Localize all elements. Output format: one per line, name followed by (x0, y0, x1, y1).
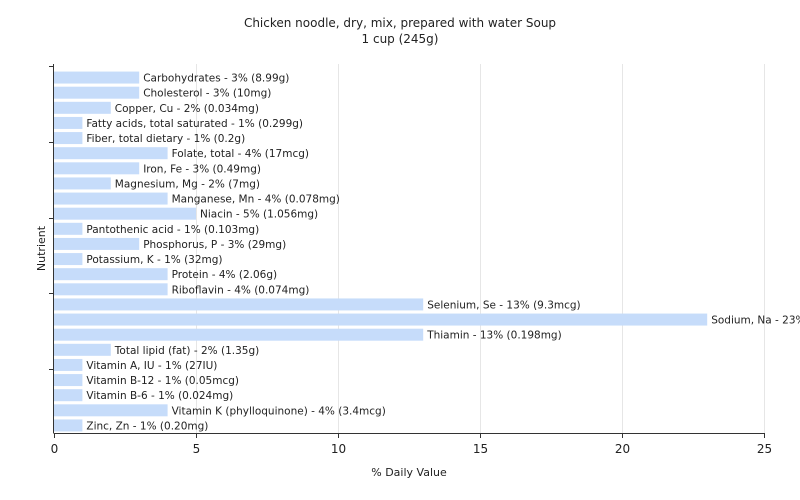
bars: Carbohydrates - 3% (8.99g) Cholesterol - … (54, 71, 800, 432)
bar-23 (54, 419, 83, 432)
bar-15 (54, 298, 424, 311)
bar-2 (54, 101, 111, 114)
chart-subtitle: 1 cup (245g) (361, 32, 439, 46)
bar-label-12: Potassium, K - 1% (32mg) (86, 254, 222, 266)
bar-label-4: Fiber, total dietary - 1% (0.2g) (86, 133, 245, 145)
bar-label-0: Carbohydrates - 3% (8.99g) (143, 73, 289, 85)
bar-4 (54, 132, 83, 145)
bar-7 (54, 177, 111, 190)
bar-label-13: Protein - 4% (2.06g) (172, 269, 278, 281)
axes: 0 5 10 15 20 25 (49, 64, 772, 456)
bar-12 (54, 253, 83, 266)
grid-lines (196, 64, 765, 433)
x-tick-label-0: 0 (51, 442, 59, 456)
bar-17 (54, 328, 424, 341)
bar-8 (54, 192, 168, 205)
bar-9 (54, 207, 196, 220)
bar-6 (54, 162, 140, 175)
bar-label-11: Phosphorus, P - 3% (29mg) (143, 239, 286, 251)
bar-label-3: Fatty acids, total saturated - 1% (0.299… (86, 118, 303, 130)
bar-label-22: Vitamin K (phylloquinone) - 4% (3.4mcg) (172, 405, 386, 417)
bar-label-10: Pantothenic acid - 1% (0.103mg) (86, 224, 259, 236)
y-axis-title: Nutrient (35, 225, 48, 271)
bar-label-16: Sodium, Na - 23% (561mg) (711, 315, 800, 327)
bar-label-17: Thiamin - 13% (0.198mg) (426, 330, 562, 342)
chart-title: Chicken noodle, dry, mix, prepared with … (243, 16, 557, 30)
bar-label-2: Copper, Cu - 2% (0.034mg) (115, 103, 259, 115)
bar-20 (54, 374, 83, 387)
bar-label-9: Niacin - 5% (1.056mg) (200, 209, 318, 221)
x-tick-label-1: 5 (193, 442, 201, 456)
bar-10 (54, 222, 83, 235)
bar-1 (54, 86, 140, 99)
bar-14 (54, 283, 168, 296)
bar-16 (54, 313, 708, 326)
bar-label-14: Riboflavin - 4% (0.074mg) (172, 284, 310, 296)
bar-19 (54, 358, 83, 371)
bar-label-8: Manganese, Mn - 4% (0.078mg) (172, 194, 340, 206)
bar-label-6: Iron, Fe - 3% (0.49mg) (143, 163, 261, 175)
bar-label-19: Vitamin A, IU - 1% (27IU) (86, 360, 217, 372)
bar-3 (54, 116, 83, 129)
bar-label-20: Vitamin B-12 - 1% (0.05mcg) (86, 375, 239, 387)
bar-5 (54, 147, 168, 160)
bar-label-5: Folate, total - 4% (17mcg) (172, 148, 309, 160)
x-tick-label-4: 20 (615, 442, 630, 456)
bar-18 (54, 343, 111, 356)
x-tick-label-3: 15 (473, 442, 488, 456)
x-tick-label-2: 10 (331, 442, 346, 456)
bar-11 (54, 237, 140, 250)
bar-22 (54, 404, 168, 417)
bar-label-1: Cholesterol - 3% (10mg) (143, 88, 271, 100)
x-axis-title: % Daily Value (371, 466, 447, 479)
bar-label-15: Selenium, Se - 13% (9.3mcg) (427, 299, 580, 311)
bar-13 (54, 268, 168, 281)
bar-label-7: Magnesium, Mg - 2% (7mg) (115, 178, 260, 190)
x-tick-label-5: 25 (757, 442, 772, 456)
bar-label-21: Vitamin B-6 - 1% (0.024mg) (86, 390, 233, 402)
bar-0 (54, 71, 140, 84)
bar-21 (54, 389, 83, 402)
bar-label-23: Zinc, Zn - 1% (0.20mg) (86, 420, 208, 432)
bar-label-18: Total lipid (fat) - 2% (1.35g) (114, 345, 259, 357)
